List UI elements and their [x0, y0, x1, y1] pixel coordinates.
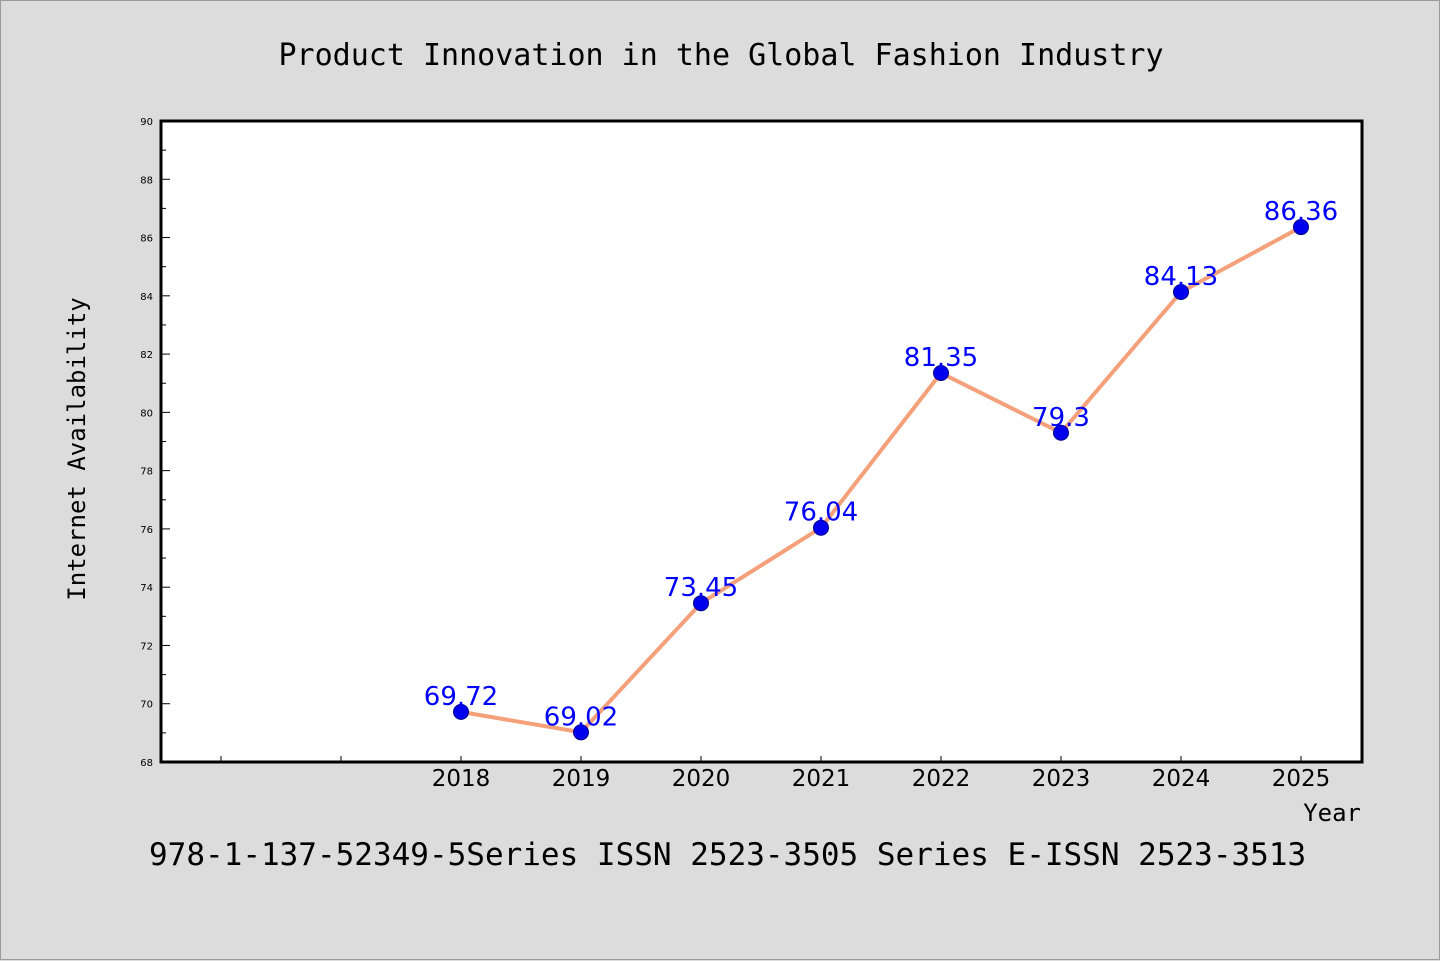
- data-label: 86.36: [1264, 197, 1338, 227]
- x-tick-label: 2019: [552, 766, 611, 792]
- y-tick-label: 72: [140, 641, 153, 652]
- y-tick-label: 82: [140, 350, 153, 361]
- data-markers: [453, 219, 1309, 741]
- data-label: 69.02: [544, 702, 618, 732]
- y-tick-label: 78: [140, 467, 153, 478]
- data-point: [573, 724, 589, 741]
- data-point: [693, 595, 709, 612]
- data-point: [813, 519, 829, 536]
- x-tick-label: 2025: [1272, 766, 1331, 792]
- x-axis-ticks: 2018 2019 2020 2021 2022 2023 2024 2025: [220, 756, 1331, 792]
- data-label: 81.35: [904, 343, 978, 373]
- x-tick-label: 2023: [1032, 766, 1091, 792]
- data-point: [1053, 424, 1069, 441]
- y-tick-label: 80: [140, 408, 153, 419]
- data-label: 69.72: [424, 682, 498, 712]
- data-label: 73.45: [664, 573, 738, 603]
- data-point: [453, 703, 469, 720]
- x-tick-label: 2021: [792, 766, 851, 792]
- x-tick-label: 2018: [432, 766, 491, 792]
- data-point: [1173, 284, 1189, 301]
- series-line-group: [459, 225, 1303, 735]
- x-tick-label: 2024: [1152, 766, 1211, 792]
- plot-area: [159, 119, 1364, 764]
- x-tick-label: 2022: [912, 766, 971, 792]
- y-tick-label: 70: [140, 700, 153, 711]
- footer-isbn-issn: 978-1-137-52349-5Series ISSN 2523-3505 S…: [149, 837, 1306, 873]
- data-label: 79.3: [1032, 403, 1090, 433]
- data-point: [1293, 219, 1309, 236]
- y-tick-label: 90: [140, 117, 153, 128]
- data-labels: 69.72 69.02 73.45 76.04 81.35 79.3 84.13 86.36: [424, 197, 1338, 732]
- y-tick-label: 74: [140, 583, 153, 594]
- x-tick-label: 2020: [672, 766, 731, 792]
- y-tick-label: 84: [140, 292, 153, 303]
- x-axis-label: Year: [1303, 799, 1361, 827]
- y-tick-label: 88: [140, 175, 153, 186]
- data-point: [933, 365, 949, 382]
- chart-title: Product Innovation in the Global Fashion…: [278, 38, 1163, 73]
- y-tick-label: 86: [140, 234, 153, 245]
- series-line: [459, 225, 1303, 735]
- y-tick-label: 76: [140, 525, 153, 536]
- y-axis-ticks: 68 70 72 74 76 78 80 82 84 86 88 90: [140, 117, 170, 769]
- y-tick-label: 68: [140, 758, 153, 769]
- y-axis-label: Internet Availability: [63, 297, 91, 600]
- data-label: 84.13: [1144, 262, 1218, 292]
- data-label: 76.04: [784, 498, 858, 528]
